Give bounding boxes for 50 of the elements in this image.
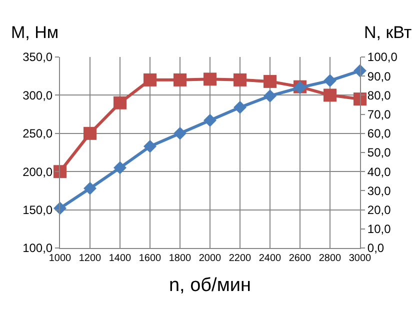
x-tick-label: 1400 [108,253,132,264]
y-tick-label: 100,0 [22,241,53,256]
point [144,73,156,86]
x-tick-label: 2200 [228,253,252,264]
y2-tick-label: 0,0 [367,241,384,256]
point [144,140,156,153]
x-tick-label: 1200 [78,253,102,264]
point [234,73,246,86]
y-tick-label: 350,0 [22,50,53,64]
x-tick-label: 2600 [288,253,312,264]
y2-tick-label: 50,0 [367,146,392,160]
x-tick-label: 2400 [258,253,282,264]
point [324,74,336,88]
x-tick-label: 2800 [318,253,342,264]
y-tick-label: 250,0 [22,126,53,141]
point [264,74,276,88]
point [84,126,96,140]
point [264,89,276,102]
y2-tick-label: 70,0 [367,108,392,122]
point [114,96,126,110]
point [324,88,336,102]
point [234,100,246,114]
point [174,126,186,140]
x-tick-label: 3000 [348,253,372,264]
point [114,161,126,174]
y2-tick-label: 100,0 [367,50,398,64]
y-tick-label: 300,0 [22,88,53,102]
point [204,72,216,86]
x-tick-label: 1000 [48,253,72,264]
point [84,182,96,195]
point [174,73,186,86]
y2-tick-label: 90,0 [367,69,392,84]
y2-tick-label: 40,0 [367,164,392,179]
y-axis-title: M, Нм [11,23,59,42]
x-tick-label: 1800 [168,253,192,264]
point [354,92,366,106]
point [54,165,66,178]
x-axis-title: n, об/мин [168,274,252,296]
y2-tick-label: 60,0 [367,126,392,141]
y-tick-label: 150,0 [22,203,53,217]
y2-tick-label: 30,0 [367,184,392,198]
y2-tick-label: 10,0 [367,222,392,236]
point [354,64,366,78]
y2-tick-label: 80,0 [367,88,392,102]
x-tick-label: 1600 [138,253,162,264]
point [204,114,216,127]
y2-tick-label: 20,0 [367,203,392,217]
x-tick-label: 2000 [198,253,222,264]
y-tick-label: 200,0 [22,164,53,179]
y2-axis-title: N, кВт [364,23,412,42]
